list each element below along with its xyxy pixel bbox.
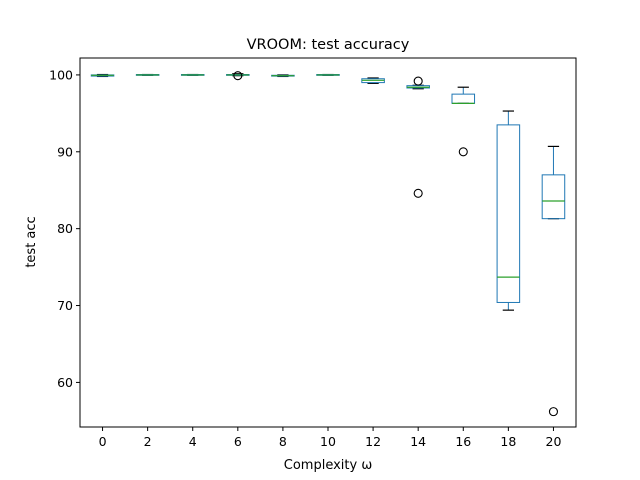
chart-title: VROOM: test accuracy	[247, 37, 410, 53]
y-tick-label: 80	[57, 221, 73, 236]
outlier-point	[413, 76, 423, 86]
y-tick-label: 90	[57, 144, 73, 159]
x-tick-label: 8	[279, 434, 287, 449]
box-group-2	[135, 73, 160, 76]
x-tick-label: 4	[189, 434, 197, 449]
box-body	[496, 124, 521, 303]
box-group-16	[451, 86, 476, 157]
boxes-layer	[90, 71, 566, 417]
x-tick-label: 16	[455, 434, 471, 449]
x-tick-label: 20	[546, 434, 562, 449]
outlier-point	[458, 147, 468, 157]
box-group-20	[541, 145, 566, 417]
x-tick-label: 6	[234, 434, 242, 449]
box-body	[541, 174, 566, 220]
plot-frame	[79, 57, 577, 428]
y-tick-label: 100	[49, 67, 73, 82]
x-tick-label: 2	[144, 434, 152, 449]
x-axis-ticks: 0 2 4 6 8 10 12 14 16 18 20	[99, 427, 562, 449]
outlier-point	[548, 407, 559, 417]
box-group-0	[90, 73, 115, 78]
x-tick-label: 18	[500, 434, 516, 449]
y-tick-label: 60	[57, 375, 73, 390]
y-axis-ticks: 60 70 80 90 100	[49, 67, 80, 390]
y-axis-label: test acc	[24, 216, 39, 267]
box-group-8	[271, 74, 295, 78]
x-tick-label: 10	[320, 434, 336, 449]
box-group-18	[496, 110, 521, 311]
outlier-point	[233, 71, 243, 81]
box-group-10	[316, 73, 340, 76]
box-group-6	[226, 71, 250, 81]
outlier-point	[413, 188, 423, 198]
x-tick-label: 14	[410, 434, 426, 449]
y-tick-label: 70	[57, 298, 73, 313]
box-group-12	[361, 77, 385, 84]
x-tick-label: 0	[99, 434, 107, 449]
box-group-14	[406, 76, 430, 198]
x-axis-label: Complexity ω	[284, 458, 372, 473]
box-body	[451, 93, 476, 104]
x-tick-label: 12	[365, 434, 381, 449]
box-group-4	[180, 73, 205, 76]
